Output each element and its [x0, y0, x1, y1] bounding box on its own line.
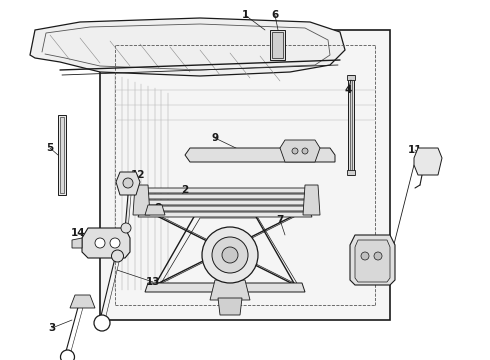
Text: 9: 9: [212, 133, 219, 143]
Polygon shape: [350, 77, 352, 173]
Circle shape: [202, 227, 258, 283]
Text: 1: 1: [242, 10, 248, 20]
Text: 11: 11: [408, 145, 422, 155]
Text: 2: 2: [181, 185, 189, 195]
Polygon shape: [100, 30, 390, 320]
Polygon shape: [70, 295, 95, 308]
Text: 13: 13: [146, 277, 160, 287]
Circle shape: [110, 238, 120, 248]
Polygon shape: [270, 30, 285, 60]
Polygon shape: [133, 185, 150, 215]
Circle shape: [212, 237, 248, 273]
Polygon shape: [116, 172, 140, 195]
Circle shape: [95, 238, 105, 248]
Polygon shape: [58, 115, 66, 195]
Polygon shape: [347, 75, 355, 80]
Circle shape: [112, 250, 123, 262]
Polygon shape: [145, 205, 165, 215]
Polygon shape: [145, 283, 305, 292]
Polygon shape: [280, 140, 320, 162]
Text: 10: 10: [361, 248, 375, 258]
Polygon shape: [272, 32, 283, 58]
Polygon shape: [138, 200, 312, 205]
Circle shape: [302, 148, 308, 154]
Polygon shape: [72, 238, 82, 248]
Text: 4: 4: [344, 85, 352, 95]
Polygon shape: [82, 228, 130, 258]
Polygon shape: [138, 206, 312, 211]
Polygon shape: [218, 298, 242, 315]
Polygon shape: [348, 75, 354, 175]
Polygon shape: [210, 280, 250, 300]
Polygon shape: [138, 194, 312, 199]
Circle shape: [60, 350, 74, 360]
Polygon shape: [60, 117, 64, 193]
Text: 7: 7: [276, 215, 284, 225]
Polygon shape: [185, 148, 335, 162]
Circle shape: [292, 148, 298, 154]
Text: 12: 12: [131, 170, 145, 180]
Circle shape: [222, 247, 238, 263]
Circle shape: [374, 252, 382, 260]
Text: 6: 6: [271, 10, 279, 20]
Text: 14: 14: [71, 228, 85, 238]
Polygon shape: [138, 212, 312, 217]
Polygon shape: [355, 240, 390, 282]
Circle shape: [121, 223, 131, 233]
Polygon shape: [414, 148, 442, 175]
Polygon shape: [347, 170, 355, 175]
Text: 5: 5: [47, 143, 53, 153]
Polygon shape: [303, 185, 320, 215]
Polygon shape: [30, 18, 345, 76]
Circle shape: [361, 252, 369, 260]
Polygon shape: [138, 188, 312, 193]
Circle shape: [123, 178, 133, 188]
Text: 3: 3: [49, 323, 56, 333]
Circle shape: [94, 315, 110, 331]
Polygon shape: [350, 235, 395, 285]
Text: 8: 8: [154, 203, 162, 213]
